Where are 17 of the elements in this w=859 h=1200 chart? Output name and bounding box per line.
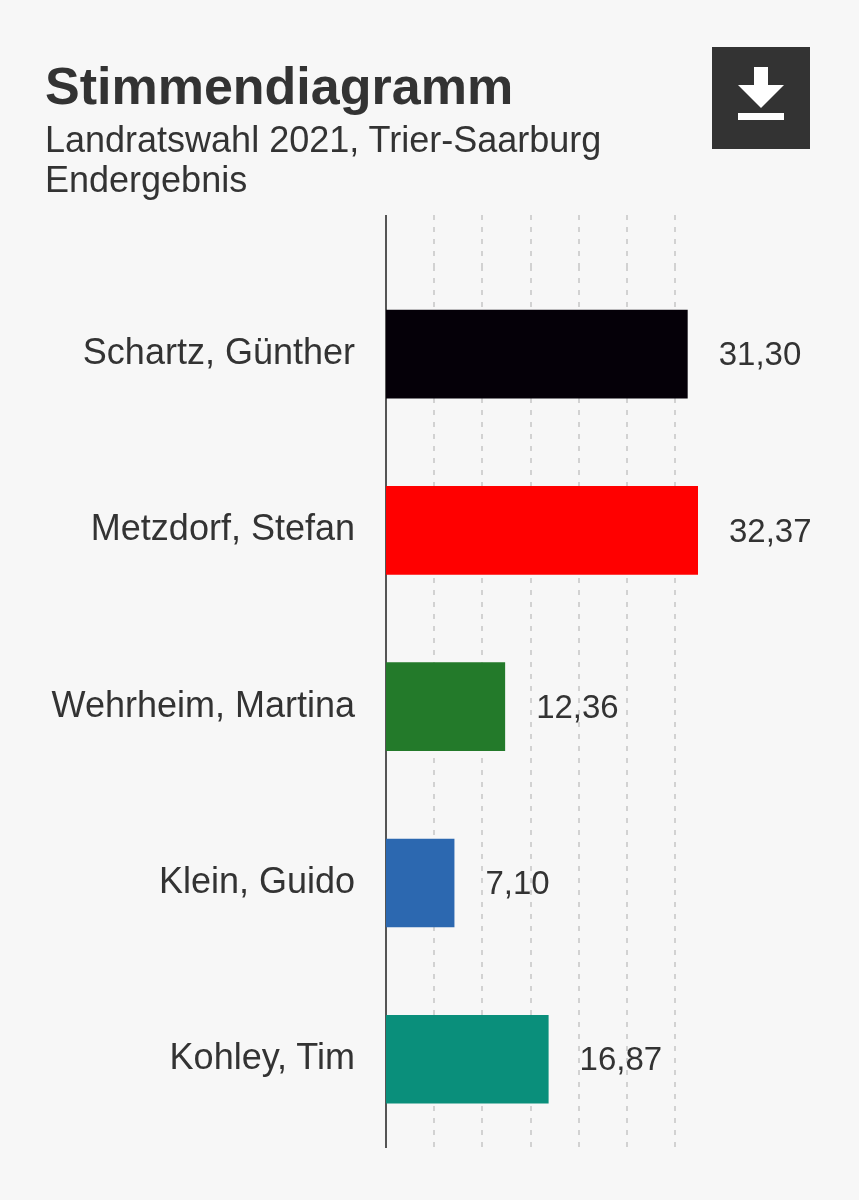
y-tick-label: Schartz, Günther bbox=[82, 331, 355, 373]
bar bbox=[386, 662, 506, 752]
y-tick-label: Klein, Guido bbox=[158, 859, 355, 901]
bar bbox=[386, 838, 455, 928]
data-label: 12,36 bbox=[536, 687, 619, 725]
bar bbox=[386, 309, 688, 399]
y-tick-label: Wehrheim, Martina bbox=[51, 683, 356, 725]
chart-title: Stimmendiagramm bbox=[45, 57, 514, 115]
chart-subtitle: Landratswahl 2021, Trier-Saarburg Endergebnis bbox=[45, 119, 602, 200]
bar bbox=[386, 1014, 549, 1104]
data-label: 32,37 bbox=[729, 511, 812, 549]
data-label: 31,30 bbox=[718, 335, 802, 373]
y-tick-label: Metzdorf, Stefan bbox=[90, 507, 355, 549]
data-label: 7,10 bbox=[485, 864, 550, 902]
data-label: 16,87 bbox=[579, 1040, 663, 1078]
y-tick-label: Kohley, Tim bbox=[169, 1036, 355, 1078]
bar bbox=[386, 486, 698, 575]
